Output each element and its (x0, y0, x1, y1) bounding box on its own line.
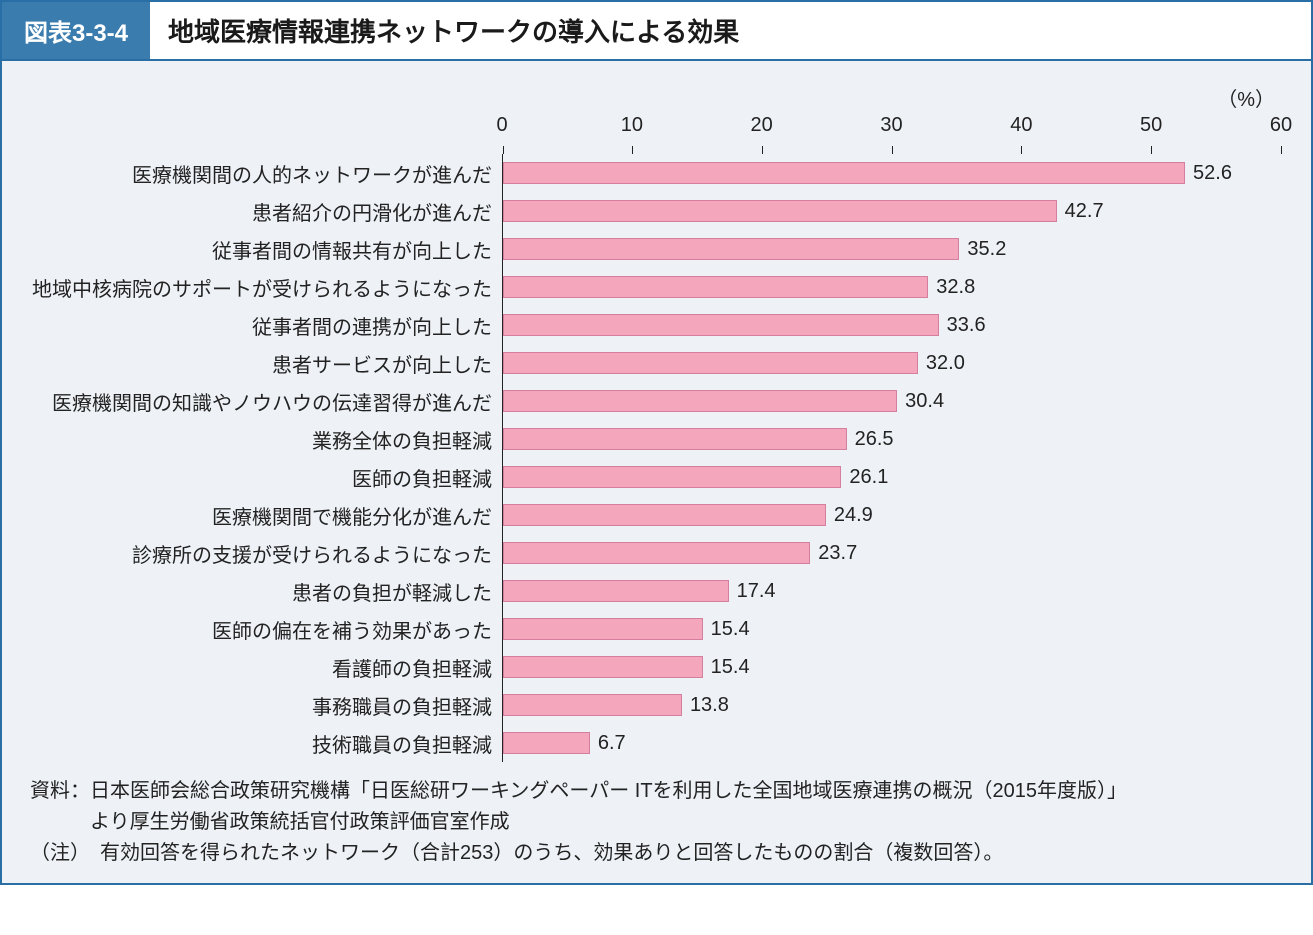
x-tick-label: 40 (1010, 114, 1032, 137)
bar-value-label: 42.7 (1065, 200, 1104, 223)
category-label: 医療機関間の知識やノウハウの伝達習得が進んだ (32, 382, 502, 420)
bar (503, 466, 841, 488)
x-tick-label: 30 (880, 114, 902, 137)
bar-row: 6.7 (503, 724, 1281, 762)
bar-value-label: 23.7 (818, 542, 857, 565)
y-unit-label: （%） (32, 83, 1281, 112)
bar-row: 13.8 (503, 686, 1281, 724)
bar (503, 504, 826, 526)
bar-row: 15.4 (503, 648, 1281, 686)
bar-row: 52.6 (503, 154, 1281, 192)
bar-row: 17.4 (503, 572, 1281, 610)
bar-value-label: 26.1 (849, 466, 888, 489)
bar (503, 238, 959, 260)
plot-column: 0102030405060 52.642.735.232.833.632.030… (502, 114, 1281, 762)
figure-number-badge: 図表3-3-4 (2, 2, 150, 59)
category-label: 従事者間の情報共有が向上した (32, 230, 502, 268)
bar-value-label: 52.6 (1193, 162, 1232, 185)
bar (503, 542, 810, 564)
bar (503, 352, 918, 374)
bar (503, 580, 729, 602)
figure-container: 図表3-3-4 地域医療情報連携ネットワークの導入による効果 （%） 医療機関間… (0, 0, 1313, 885)
bar (503, 276, 928, 298)
figure-header: 図表3-3-4 地域医療情報連携ネットワークの導入による効果 (2, 2, 1311, 61)
category-label: 医療機関間で機能分化が進んだ (32, 496, 502, 534)
category-label: 患者の負担が軽減した (32, 572, 502, 610)
x-tick-label: 60 (1270, 114, 1292, 137)
figure-title: 地域医療情報連携ネットワークの導入による効果 (150, 2, 757, 59)
bar-row: 30.4 (503, 382, 1281, 420)
bar (503, 390, 897, 412)
category-label: 技術職員の負担軽減 (32, 724, 502, 762)
bar-value-label: 24.9 (834, 504, 873, 527)
bar (503, 314, 939, 336)
footnote-line: （注） 有効回答を得られたネットワーク（合計253）のうち、効果ありと回答したも… (30, 838, 1283, 869)
bar (503, 428, 847, 450)
bar-row: 32.0 (503, 344, 1281, 382)
bar-row: 32.8 (503, 268, 1281, 306)
category-label: 患者紹介の円滑化が進んだ (32, 192, 502, 230)
bar (503, 618, 703, 640)
bar-value-label: 33.6 (947, 314, 986, 337)
x-tick-label: 20 (751, 114, 773, 137)
category-label: 従事者間の連携が向上した (32, 306, 502, 344)
bar-value-label: 13.8 (690, 694, 729, 717)
bar-row: 26.5 (503, 420, 1281, 458)
bar (503, 656, 703, 678)
category-label: 医師の負担軽減 (32, 458, 502, 496)
bar-value-label: 15.4 (711, 656, 750, 679)
category-label: 診療所の支援が受けられるようになった (32, 534, 502, 572)
bar-value-label: 17.4 (737, 580, 776, 603)
category-label: 地域中核病院のサポートが受けられるようになった (32, 268, 502, 306)
x-tick-label: 0 (496, 114, 507, 137)
source-note-line2: より厚生労働省政策統括官付政策評価官室作成 (30, 807, 1283, 838)
x-tick-label: 10 (621, 114, 643, 137)
category-label: 業務全体の負担軽減 (32, 420, 502, 458)
bar-row: 33.6 (503, 306, 1281, 344)
category-labels-column: 医療機関間の人的ネットワークが進んだ患者紹介の円滑化が進んだ従事者間の情報共有が… (32, 114, 502, 762)
bar-row: 26.1 (503, 458, 1281, 496)
bar-row: 24.9 (503, 496, 1281, 534)
bar-value-label: 32.0 (926, 352, 965, 375)
category-label: 患者サービスが向上した (32, 344, 502, 382)
bar (503, 200, 1057, 222)
bar-row: 42.7 (503, 192, 1281, 230)
category-label: 看護師の負担軽減 (32, 648, 502, 686)
category-label: 医療機関間の人的ネットワークが進んだ (32, 154, 502, 192)
category-label: 医師の偏在を補う効果があった (32, 610, 502, 648)
bar-row: 23.7 (503, 534, 1281, 572)
bar (503, 694, 682, 716)
bar (503, 162, 1185, 184)
source-note-line1: 資料：日本医師会総合政策研究機構「日医総研ワーキングペーパー ITを利用した全国… (30, 776, 1283, 807)
bar-value-label: 15.4 (711, 618, 750, 641)
bar-value-label: 30.4 (905, 390, 944, 413)
plot-area: 52.6 42.7 35.2 32.8 33.6 32.0 30.4 26.5 26.1 24.9… (502, 154, 1281, 762)
horizontal-bar-chart: 医療機関間の人的ネットワークが進んだ患者紹介の円滑化が進んだ従事者間の情報共有が… (32, 114, 1281, 762)
category-label: 事務職員の負担軽減 (32, 686, 502, 724)
chart-area: （%） 医療機関間の人的ネットワークが進んだ患者紹介の円滑化が進んだ従事者間の情… (2, 61, 1311, 770)
bar-row: 35.2 (503, 230, 1281, 268)
x-tick-label: 50 (1140, 114, 1162, 137)
bar-value-label: 32.8 (936, 276, 975, 299)
bar-value-label: 6.7 (598, 732, 626, 755)
figure-notes: 資料：日本医師会総合政策研究機構「日医総研ワーキングペーパー ITを利用した全国… (2, 770, 1311, 869)
bar-value-label: 35.2 (967, 238, 1006, 261)
bar-value-label: 26.5 (855, 428, 894, 451)
bar (503, 732, 590, 754)
bar-row: 15.4 (503, 610, 1281, 648)
